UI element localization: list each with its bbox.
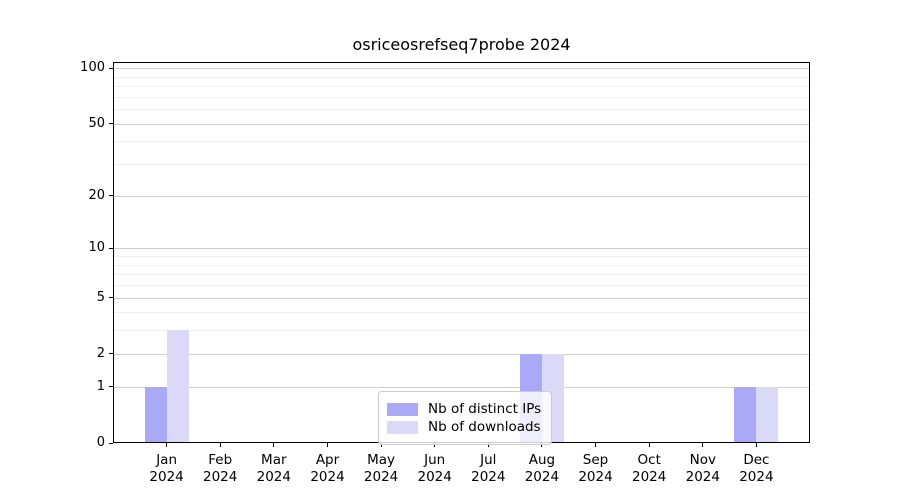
y-tick-50 — [109, 123, 113, 125]
x-tick-may — [380, 443, 382, 447]
gridline-minor-9 — [113, 256, 810, 257]
gridline-minor-8 — [113, 264, 810, 266]
gridline-minor-80 — [113, 86, 810, 88]
gridline-major-1 — [113, 386, 810, 388]
chart-title: osriceosrefseq7probe 2024 — [352, 35, 571, 54]
gridline-minor-60 — [113, 109, 810, 111]
y-tick-label-20: 20 — [88, 187, 105, 203]
gridline-major-2 — [113, 353, 810, 355]
legend-item-downloads: Nb of downloads — [387, 419, 541, 435]
gridline-major-50 — [113, 123, 810, 125]
bar-downloads-dec — [756, 386, 779, 443]
x-tick-label-sep: Sep 2024 — [578, 452, 613, 485]
x-tick-label-jun: Jun 2024 — [417, 452, 452, 485]
y-tick-0 — [109, 442, 113, 444]
downloads-swatch-icon — [387, 420, 418, 434]
x-tick-label-mar: Mar 2024 — [256, 452, 291, 485]
bar-downloads-jan — [166, 330, 189, 443]
x-tick-jun — [434, 443, 436, 447]
gridline-minor-30 — [113, 164, 810, 166]
x-tick-aug — [541, 443, 543, 447]
x-tick-label-dec: Dec 2024 — [739, 452, 774, 485]
y-tick-label-100: 100 — [80, 60, 105, 76]
x-tick-label-oct: Oct 2024 — [632, 452, 667, 485]
x-tick-label-jan: Jan 2024 — [149, 452, 184, 485]
gridline-major-20 — [113, 195, 810, 197]
x-tick-apr — [327, 443, 328, 447]
gridline-minor-70 — [113, 96, 810, 98]
gridline-minor-3 — [113, 330, 810, 332]
x-tick-mar — [273, 443, 275, 447]
x-tick-sep — [595, 443, 596, 447]
legend: Nb of distinct IPs Nb of downloads — [378, 391, 553, 445]
y-tick-label-2: 2 — [96, 345, 105, 361]
x-tick-jan — [166, 443, 168, 447]
x-tick-label-aug: Aug 2024 — [524, 452, 560, 485]
x-tick-label-jul: Jul 2024 — [471, 452, 506, 485]
y-tick-5 — [109, 297, 113, 298]
x-tick-jul — [487, 443, 489, 447]
y-tick-label-5: 5 — [96, 289, 105, 305]
x-tick-oct — [648, 443, 650, 447]
x-tick-nov — [702, 443, 704, 447]
x-tick-feb — [219, 443, 221, 447]
x-tick-label-nov: Nov 2024 — [685, 452, 720, 485]
gridline-minor-40 — [113, 141, 810, 143]
y-tick-label-1: 1 — [96, 378, 105, 394]
y-tick-2 — [109, 353, 113, 355]
bar-distinct-ips-dec — [734, 386, 757, 443]
gridline-minor-4 — [113, 312, 810, 314]
legend-label-downloads: Nb of downloads — [428, 419, 541, 435]
gridline-major-100 — [113, 68, 810, 70]
legend-item-distinct-ips: Nb of distinct IPs — [387, 401, 541, 417]
y-tick-20 — [109, 195, 113, 197]
gridline-minor-6 — [113, 285, 810, 286]
x-tick-label-feb: Feb 2024 — [203, 452, 238, 485]
y-tick-10 — [109, 247, 113, 249]
gridline-minor-90 — [113, 76, 810, 78]
gridline-major-10 — [113, 248, 810, 250]
legend-label-distinct-ips: Nb of distinct IPs — [428, 401, 542, 417]
gridline-major-5 — [113, 297, 810, 299]
distinct-ips-swatch-icon — [387, 402, 418, 416]
x-tick-label-apr: Apr 2024 — [310, 452, 345, 485]
gridline-minor-7 — [113, 274, 810, 276]
y-tick-1 — [109, 386, 113, 388]
y-tick-label-50: 50 — [88, 115, 105, 131]
x-tick-label-may: May 2024 — [363, 452, 399, 485]
x-tick-dec — [755, 443, 757, 447]
y-tick-label-10: 10 — [88, 240, 105, 256]
bar-distinct-ips-jan — [144, 386, 167, 443]
y-tick-label-0: 0 — [96, 435, 105, 450]
y-tick-100 — [109, 67, 113, 69]
